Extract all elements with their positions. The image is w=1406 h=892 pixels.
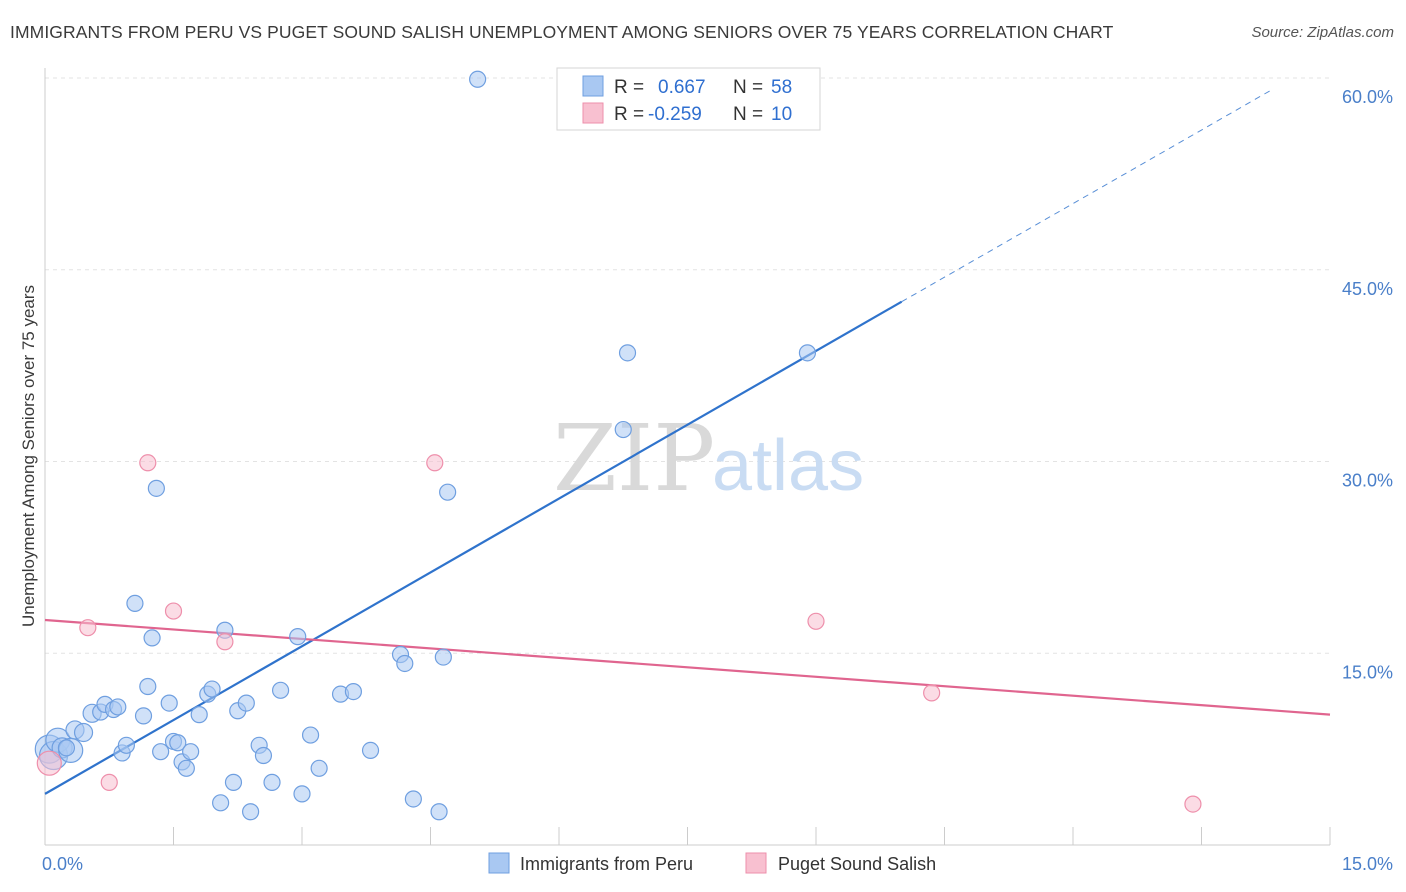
- y-axis-label: Unemployment Among Seniors over 75 years: [19, 285, 38, 627]
- y-tick-label-1: 30.0%: [1342, 471, 1393, 491]
- legend-swatch-salish: [582, 102, 604, 124]
- watermark-atlas: atlas: [712, 426, 864, 506]
- legend-r-value-peru: 0.667: [658, 77, 706, 98]
- watermark: ZIP atlas: [553, 405, 864, 512]
- point-peru-43: [344, 682, 362, 701]
- point-peru-32: [237, 694, 255, 712]
- series-legend-label-salish: Puget Sound Salish: [778, 854, 936, 874]
- point-peru-17: [143, 629, 161, 647]
- point-peru-13: [117, 736, 135, 754]
- point-peru-6: [73, 722, 94, 743]
- series-legend: Immigrants from Peru Puget Sound Salish: [488, 852, 936, 874]
- point-salish-5: [216, 633, 234, 651]
- point-peru-47: [404, 790, 422, 808]
- point-salish-2: [100, 773, 118, 791]
- point-peru-16: [139, 677, 157, 696]
- point-salish-0: [36, 750, 62, 776]
- series-legend-swatch-peru: [488, 852, 510, 874]
- x-tick-labels: 0.0% 15.0%: [42, 854, 1393, 874]
- point-peru-15: [134, 707, 153, 725]
- point-peru-46: [396, 654, 414, 673]
- point-peru-53: [618, 344, 637, 362]
- source-credit: Source: ZipAtlas.com: [1251, 24, 1394, 41]
- watermark-zip: ZIP: [553, 405, 715, 512]
- point-peru-41: [310, 759, 328, 777]
- trend-line-salish: [44, 618, 1331, 716]
- point-salish-4: [164, 602, 183, 620]
- grid-lines: [45, 77, 1330, 654]
- point-peru-21: [169, 734, 187, 752]
- point-peru-18: [152, 743, 170, 761]
- point-peru-11: [109, 698, 127, 716]
- point-peru-48: [430, 803, 448, 821]
- legend-r-value-salish: -0.259: [648, 104, 702, 125]
- x-tick-label-0: 0.0%: [42, 854, 83, 874]
- legend-n-label-salish: N =: [733, 104, 763, 125]
- point-peru-55: [798, 344, 817, 362]
- correlation-legend: R = 0.667 N = 58 R = -0.259 N = 10: [556, 67, 821, 131]
- axes: [44, 68, 1331, 846]
- y-tick-label-2: 45.0%: [1342, 279, 1393, 299]
- point-salish-6: [426, 454, 444, 472]
- legend-n-value-salish: 10: [771, 104, 792, 125]
- point-salish-3: [139, 454, 157, 472]
- y-tick-label-3: 60.0%: [1342, 87, 1393, 107]
- point-salish-1: [79, 619, 97, 637]
- trend-lines: [44, 90, 1331, 795]
- legend-r-label-peru: R =: [614, 77, 644, 98]
- point-peru-40: [301, 726, 320, 744]
- series-legend-swatch-salish: [745, 852, 767, 874]
- y-tick-label-0: 15.0%: [1342, 662, 1393, 682]
- point-peru-44: [361, 741, 380, 760]
- trend-line-peru: [44, 300, 903, 795]
- legend-n-value-peru: 58: [771, 77, 792, 98]
- point-peru-35: [254, 746, 273, 765]
- chart-title: IMMIGRANTS FROM PERU VS PUGET SOUND SALI…: [10, 22, 1114, 42]
- point-peru-38: [289, 628, 307, 646]
- point-peru-51: [147, 479, 165, 497]
- point-peru-39: [293, 785, 311, 803]
- data-points: [34, 70, 1202, 821]
- point-peru-36: [263, 773, 281, 791]
- legend-swatch-peru: [582, 75, 604, 97]
- x-tick-label-1: 15.0%: [1342, 854, 1393, 874]
- point-peru-27: [203, 680, 221, 698]
- point-peru-49: [434, 648, 452, 666]
- point-peru-33: [242, 803, 260, 821]
- point-peru-23: [177, 759, 195, 777]
- point-peru-37: [271, 681, 290, 699]
- point-peru-54: [614, 420, 632, 439]
- point-peru-28: [212, 794, 230, 812]
- y-tick-labels: 15.0% 30.0% 45.0% 60.0%: [1342, 87, 1393, 682]
- point-peru-19: [160, 694, 178, 712]
- legend-r-label-salish: R =: [614, 104, 644, 125]
- point-peru-25: [190, 706, 208, 724]
- point-peru-30: [224, 773, 243, 791]
- point-salish-9: [1184, 795, 1202, 813]
- point-peru-14: [126, 594, 144, 612]
- point-peru-24: [182, 743, 200, 761]
- legend-n-label-peru: N =: [733, 77, 763, 98]
- series-legend-label-peru: Immigrants from Peru: [520, 854, 693, 874]
- point-peru-50: [439, 483, 457, 501]
- trend-line-peru-extension: [901, 90, 1271, 303]
- point-peru-57: [57, 739, 76, 757]
- point-salish-8: [923, 684, 941, 702]
- point-peru-52: [469, 70, 487, 88]
- point-salish-7: [807, 612, 825, 630]
